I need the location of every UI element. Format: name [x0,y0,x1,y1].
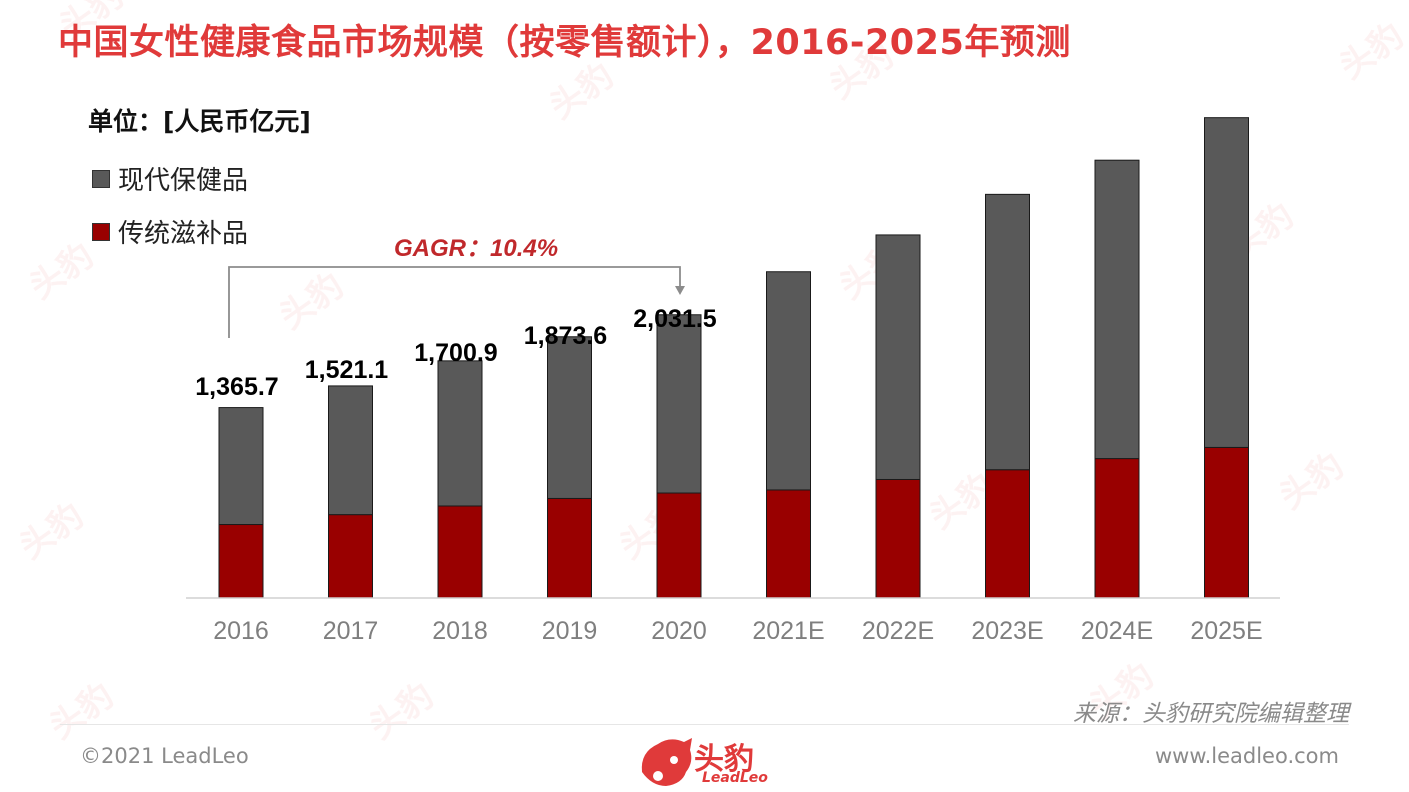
stacked-bar-chart: 2016 2017 2018 2019 2020 2021E 2022E 2023E 2024E… [186,117,1280,645]
x-tick-label-2024E: 2024E [1081,617,1153,645]
legend-item-traditional: 传统滋补品 [92,213,248,250]
legend-swatch-traditional [92,222,110,241]
leopard-icon [641,738,692,786]
total-label-2018: 1,700.9 [414,339,497,367]
bar-modern-2023E [985,193,1030,471]
bar-modern-2021E [766,271,811,491]
x-tick-label-2020: 2020 [651,617,707,645]
bar-traditional-2025E [1204,446,1249,599]
bar-modern-2016 [218,407,264,526]
x-tick-label-2016: 2016 [213,617,269,645]
legend-label-traditional: 传统滋补品 [118,219,249,249]
bar-modern-2017 [328,385,373,516]
x-tick-label-2017: 2017 [323,617,379,645]
bar-modern-2024E [1094,159,1140,460]
bar-traditional-2017 [328,514,373,599]
x-tick-label-2021E: 2021E [752,617,824,645]
x-tick-label-2022E: 2022E [862,617,934,645]
total-label-2016: 1,365.7 [195,373,278,401]
bar-traditional-2019 [547,497,592,599]
legend-item-modern: 现代保健品 [92,160,248,197]
x-tick-label-2023E: 2023E [971,617,1043,645]
footer-divider [60,724,1349,725]
x-tick-labels: 2016 2017 2018 2019 2020 2021E 2022E 2023E 2024E… [213,617,1262,645]
bar-traditional-2024E [1094,458,1140,599]
logo-text-cn: 头豹 [694,742,754,777]
bar-traditional-2018 [437,505,483,599]
bar-modern-2020 [656,314,702,494]
bar-traditional-2022E [875,478,921,599]
bar-traditional-2021E [766,489,811,599]
source-note: 来源：头豹研究院编辑整理 [1073,701,1349,727]
bar-modern-2018 [437,360,483,507]
cagr-arrowhead [675,286,685,295]
bars-group [218,117,1249,599]
total-label-2019: 1,873.6 [524,322,607,350]
total-label-2017: 1,521.1 [305,356,389,384]
total-label-2020: 2,031.5 [633,305,717,333]
bar-modern-2022E [875,234,921,480]
bar-traditional-2020 [656,492,702,599]
chart-title: 中国女性健康食品市场规模（按零售额计），2016-2025年预测 [58,23,1071,63]
copyright-text: ©2021 LeadLeo [80,744,249,768]
legend-swatch-modern [92,169,110,188]
cagr-bracket [228,266,681,338]
bar-modern-2025E [1204,117,1249,448]
cagr-label: GAGR：10.4% [394,235,558,262]
x-tick-label-2018: 2018 [432,617,488,645]
bar-traditional-2023E [985,469,1030,599]
cagr-annotation: GAGR：10.4% [228,235,685,338]
logo-text-en: LeadLeo [702,770,768,786]
bar-modern-2019 [547,336,592,499]
x-tick-label-2019: 2019 [542,617,598,645]
x-tick-label-2025E: 2025E [1190,617,1262,645]
bar-traditional-2016 [218,524,264,599]
website-link[interactable]: www.leadleo.com [1155,744,1339,768]
total-labels: 1,365.7 1,521.1 1,700.9 1,873.6 2,031.5 [195,305,717,401]
unit-label: 单位：[人民币亿元] [88,107,311,136]
legend-label-modern: 现代保健品 [118,166,249,196]
leadleo-logo: 头豹 LeadLeo [636,730,786,790]
